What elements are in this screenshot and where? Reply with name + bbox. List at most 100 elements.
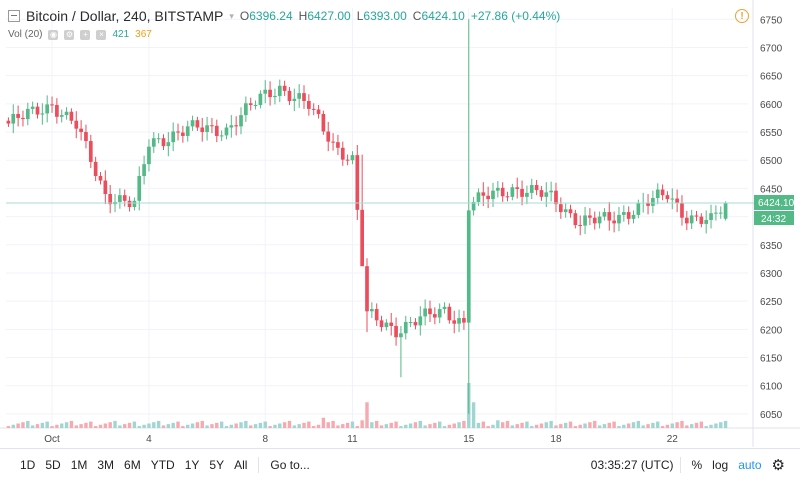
candle-body[interactable] xyxy=(515,187,520,189)
candle-body[interactable] xyxy=(370,309,374,312)
plus-icon[interactable]: + xyxy=(80,29,91,40)
candle-body[interactable] xyxy=(147,146,151,165)
candle-body[interactable] xyxy=(534,185,539,191)
candle-body[interactable] xyxy=(30,106,35,109)
candle-body[interactable] xyxy=(714,212,718,214)
candle-body[interactable] xyxy=(408,322,413,324)
candle-body[interactable] xyxy=(655,189,660,198)
settings-icon[interactable]: ⚙ xyxy=(64,29,75,40)
candle-body[interactable] xyxy=(297,93,302,99)
candle-body[interactable] xyxy=(563,209,568,213)
candle-body[interactable] xyxy=(161,138,166,147)
candle-body[interactable] xyxy=(229,125,234,128)
candle-body[interactable] xyxy=(224,127,229,136)
candle-body[interactable] xyxy=(336,142,340,148)
candle-body[interactable] xyxy=(466,210,471,323)
candle-body[interactable] xyxy=(302,93,306,102)
candle-body[interactable] xyxy=(432,314,437,318)
candle-body[interactable] xyxy=(360,209,364,267)
candle-body[interactable] xyxy=(612,220,616,224)
auto-toggle[interactable]: auto xyxy=(738,457,762,472)
candle-body[interactable] xyxy=(428,308,432,315)
candle-body[interactable] xyxy=(16,113,20,118)
candle-body[interactable] xyxy=(520,188,524,197)
candle-body[interactable] xyxy=(646,202,650,206)
candle-body[interactable] xyxy=(389,322,394,326)
chevron-down-icon[interactable]: ▾ xyxy=(229,10,234,21)
candle-body[interactable] xyxy=(399,333,403,338)
candle-body[interactable] xyxy=(558,204,563,213)
candle-body[interactable] xyxy=(350,155,355,161)
candle-body[interactable] xyxy=(98,176,103,181)
candle-body[interactable] xyxy=(253,104,258,106)
candle-body[interactable] xyxy=(263,89,268,94)
candle-body[interactable] xyxy=(403,322,408,334)
candle-body[interactable] xyxy=(331,141,335,143)
candle-body[interactable] xyxy=(248,103,253,105)
candle-body[interactable] xyxy=(292,98,297,102)
candle-body[interactable] xyxy=(437,309,442,318)
candle-body[interactable] xyxy=(195,120,200,128)
candle-body[interactable] xyxy=(45,104,50,114)
candle-body[interactable] xyxy=(457,318,461,324)
candle-body[interactable] xyxy=(418,316,423,326)
candle-body[interactable] xyxy=(442,306,447,310)
alert-icon[interactable]: ! xyxy=(735,9,749,23)
goto-button[interactable]: Go to... xyxy=(270,457,310,472)
candle-body[interactable] xyxy=(549,190,553,193)
gear-icon[interactable]: ⚙ xyxy=(771,456,785,474)
candle-body[interactable] xyxy=(670,198,675,200)
candle-body[interactable] xyxy=(88,141,93,162)
candle-body[interactable] xyxy=(239,115,243,127)
candle-body[interactable] xyxy=(413,322,418,326)
candle-body[interactable] xyxy=(50,104,54,106)
candle-body[interactable] xyxy=(219,135,224,137)
candle-body[interactable] xyxy=(137,176,142,201)
candle-body[interactable] xyxy=(617,214,621,224)
candle-body[interactable] xyxy=(268,89,272,98)
candle-body[interactable] xyxy=(394,325,398,338)
candle-body[interactable] xyxy=(491,190,495,200)
candle-body[interactable] xyxy=(103,180,108,195)
candle-body[interactable] xyxy=(525,192,529,197)
candle-body[interactable] xyxy=(626,212,631,219)
range-button-5d[interactable]: 5D xyxy=(45,457,61,472)
candle-body[interactable] xyxy=(539,190,544,197)
candle-body[interactable] xyxy=(495,187,500,191)
candle-body[interactable] xyxy=(214,125,219,136)
candle-body[interactable] xyxy=(132,200,137,208)
candle-body[interactable] xyxy=(462,318,466,323)
candle-body[interactable] xyxy=(55,104,59,117)
candle-body[interactable] xyxy=(471,201,476,211)
candle-body[interactable] xyxy=(59,115,64,117)
candle-body[interactable] xyxy=(84,132,88,142)
candle-body[interactable] xyxy=(185,126,190,136)
candle-body[interactable] xyxy=(568,209,573,214)
range-button-1d[interactable]: 1D xyxy=(20,457,36,472)
candle-body[interactable] xyxy=(704,219,709,224)
candle-body[interactable] xyxy=(481,192,486,196)
candle-body[interactable] xyxy=(190,120,195,127)
volume-label[interactable]: Vol (20) xyxy=(8,29,43,40)
candle-body[interactable] xyxy=(166,142,171,147)
candle-body[interactable] xyxy=(709,213,713,220)
candle-body[interactable] xyxy=(384,322,389,328)
candle-body[interactable] xyxy=(578,225,583,227)
minus-box-icon[interactable] xyxy=(8,10,20,22)
candle-body[interactable] xyxy=(156,138,161,140)
range-button-all[interactable]: All xyxy=(234,457,248,472)
range-button-5y[interactable]: 5Y xyxy=(209,457,225,472)
candle-body[interactable] xyxy=(25,108,30,120)
candle-body[interactable] xyxy=(505,196,510,198)
close-icon[interactable]: × xyxy=(96,29,107,40)
candle-body[interactable] xyxy=(142,164,146,176)
candle-body[interactable] xyxy=(651,197,655,206)
candle-body[interactable] xyxy=(40,113,45,115)
candle-body[interactable] xyxy=(273,95,277,98)
candle-body[interactable] xyxy=(234,125,239,127)
candle-body[interactable] xyxy=(583,215,587,226)
candle-body[interactable] xyxy=(35,106,40,115)
range-button-ytd[interactable]: YTD xyxy=(150,457,175,472)
candle-body[interactable] xyxy=(122,195,127,201)
